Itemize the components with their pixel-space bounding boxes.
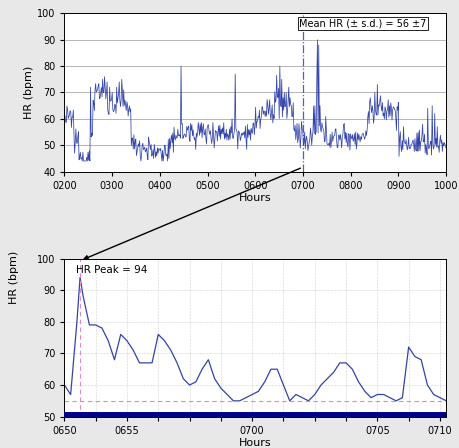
Text: Mean HR (± s.d.) = 56 ±7: Mean HR (± s.d.) = 56 ±7 [298, 18, 425, 28]
Y-axis label: HR (bpm): HR (bpm) [24, 66, 34, 119]
X-axis label: Hours: Hours [239, 439, 271, 448]
Text: HR (bpm): HR (bpm) [9, 251, 19, 304]
X-axis label: Hours: Hours [239, 194, 271, 203]
Text: HR Peak = 94: HR Peak = 94 [76, 265, 147, 275]
